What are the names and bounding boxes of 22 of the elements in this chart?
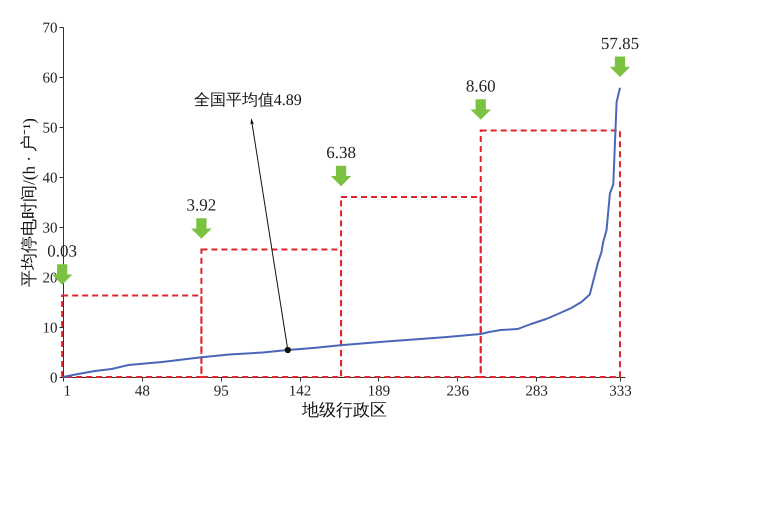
x-tick-label: 142: [288, 384, 312, 400]
x-tick-label: 48: [134, 384, 150, 400]
annotation: 全国平均值4.89: [194, 92, 302, 109]
y-tick-label: 10: [42, 320, 58, 336]
annotation: 6.38: [326, 143, 356, 162]
y-tick-label: 60: [42, 70, 58, 86]
x-tick-label: 1: [64, 384, 71, 400]
y-tick-label: 70: [42, 20, 58, 36]
x-tick-label: 333: [609, 384, 632, 400]
x-tick-label: 236: [446, 384, 470, 400]
y-tick-label: 40: [42, 170, 58, 186]
x-tick-label: 283: [525, 384, 548, 400]
y-tick-label: 30: [42, 220, 58, 236]
annotation: 57.85: [600, 34, 640, 53]
x-tick-label: 95: [214, 384, 229, 400]
y-tick-label: 0: [50, 370, 58, 386]
x-axis-title: 地级行政区: [301, 400, 387, 420]
annotation: 3.92: [186, 196, 216, 214]
y-axis-title: 平均停电时间/(h · 户⁻¹): [20, 118, 38, 287]
annotation: 8.60: [466, 76, 496, 96]
x-tick-label: 189: [368, 384, 390, 400]
y-tick-label: 50: [42, 120, 58, 136]
